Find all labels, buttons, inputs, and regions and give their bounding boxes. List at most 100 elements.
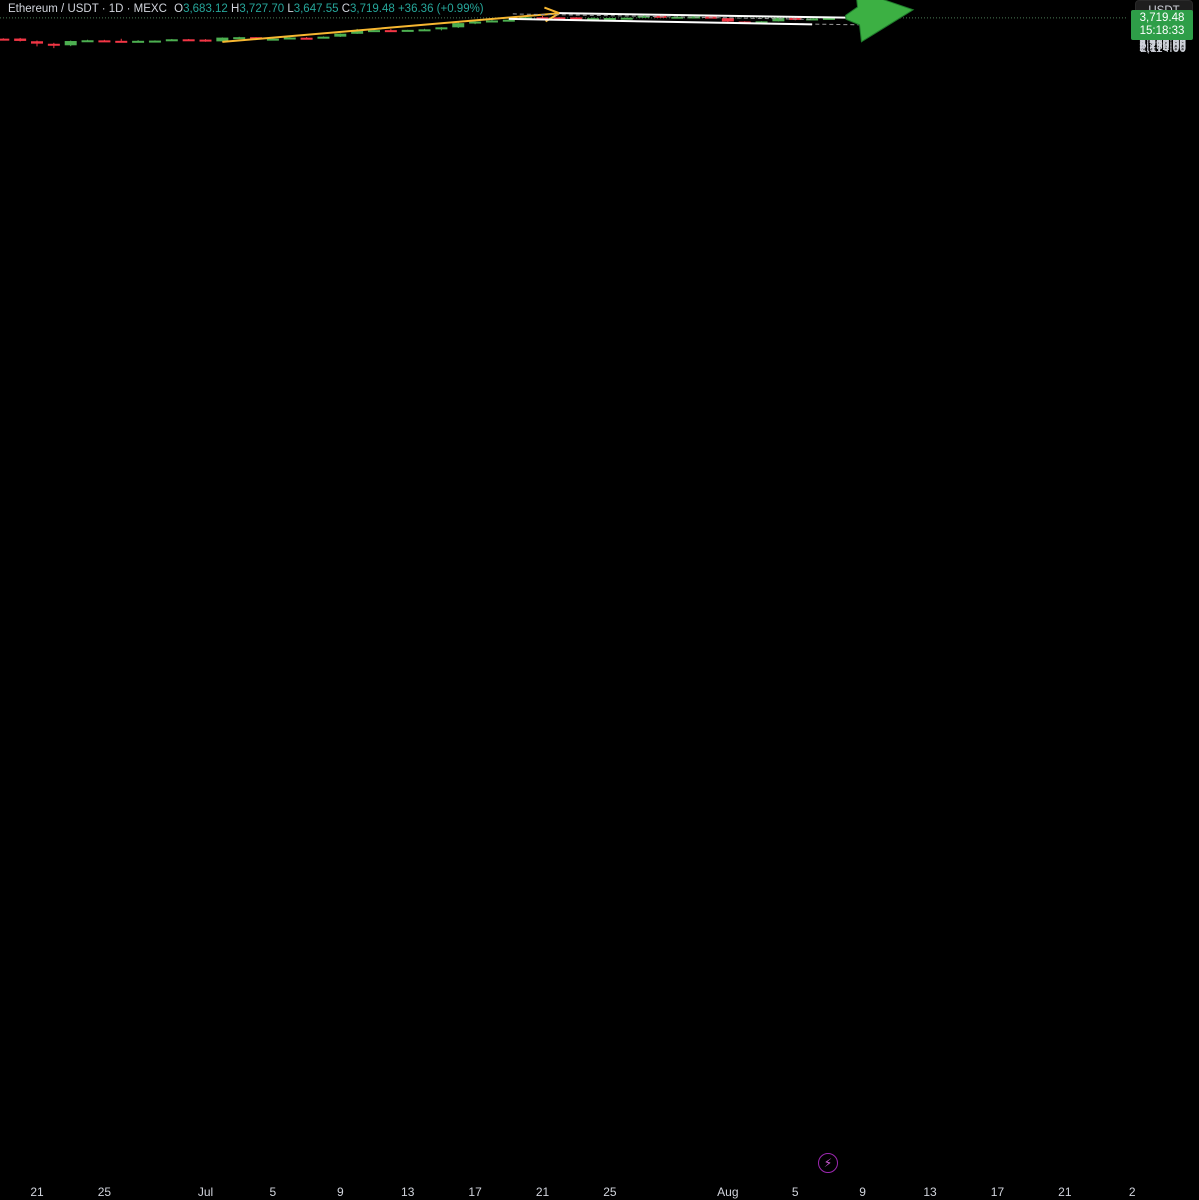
candle-body — [165, 39, 178, 42]
x-tick-label: 21 — [30, 1185, 44, 1199]
candle-body — [81, 40, 94, 43]
last-price-tag: 3,719.48 15:18:33 — [1131, 9, 1193, 40]
candle — [637, 15, 650, 18]
candle-body — [671, 16, 684, 19]
drawings — [222, 0, 915, 43]
x-tick-label: 25 — [98, 1185, 112, 1199]
candle-body — [351, 30, 364, 34]
y-tick-label: 2,170.00 — [1139, 40, 1186, 54]
candle — [806, 18, 819, 21]
x-tick-label: 25 — [603, 1185, 617, 1199]
candle — [401, 29, 414, 32]
symbol-legend: Ethereum / USDT · 1D · MEXC O3,683.12 H3… — [8, 3, 484, 15]
candle — [300, 37, 313, 40]
x-tick-label: 21 — [1058, 1185, 1072, 1199]
x-tick-label: 21 — [536, 1185, 550, 1199]
y-tick-label: 2,290.00 — [1139, 37, 1186, 51]
candle — [384, 29, 397, 33]
candle — [98, 39, 111, 43]
close-label: C — [341, 3, 350, 15]
candle-body — [98, 40, 111, 43]
open-value: 3,683.12 — [183, 3, 228, 15]
candle-body — [317, 36, 330, 39]
candle — [47, 42, 60, 49]
candle-body — [300, 37, 313, 40]
candle-body — [536, 17, 549, 20]
candle-body — [755, 21, 768, 24]
time-axis[interactable]: 21 25 Jul 5 9 13 17 21 25 Aug 5 9 13 17 21 2 — [30, 1185, 1136, 1199]
candle — [132, 40, 145, 43]
candle — [115, 38, 128, 43]
candle — [14, 37, 27, 42]
candle — [0, 38, 10, 41]
candle — [81, 39, 94, 43]
candle-body — [132, 40, 145, 43]
candle-body — [772, 17, 785, 22]
x-tick-label: 13 — [401, 1185, 415, 1199]
candle — [620, 17, 633, 20]
candle — [199, 39, 212, 42]
candle-body — [64, 41, 77, 46]
candle — [233, 36, 246, 40]
x-tick-label: 2 — [1129, 1185, 1136, 1199]
candle-body — [182, 39, 195, 42]
x-tick-label: 9 — [337, 1185, 344, 1199]
candle — [334, 33, 347, 37]
candle — [553, 17, 566, 20]
candle-body — [14, 38, 27, 41]
candle-body — [721, 18, 734, 22]
candle-body — [418, 29, 431, 32]
candle — [283, 37, 296, 40]
candle-body — [502, 19, 515, 22]
x-tick-label: Jul — [198, 1185, 213, 1199]
lightning-icon[interactable]: ⚡ — [818, 1153, 838, 1173]
candle-body — [368, 30, 380, 33]
candle-body — [31, 41, 43, 44]
candle-body — [233, 37, 246, 40]
candle-body — [587, 18, 600, 21]
candle — [435, 27, 448, 31]
candle — [165, 38, 178, 42]
x-tick-label: 17 — [468, 1185, 482, 1199]
channel-lower-line-dashed — [512, 13, 813, 20]
x-tick-label: Aug — [717, 1185, 738, 1199]
candle-body — [822, 17, 835, 20]
candle-body — [266, 38, 279, 41]
candle-body — [688, 16, 701, 19]
candle — [469, 21, 482, 25]
candle — [688, 16, 701, 19]
candle — [182, 38, 195, 42]
candle-body — [469, 21, 482, 24]
channel-lower-line — [508, 17, 813, 26]
channel-upper-line — [559, 12, 880, 20]
candle-body — [283, 37, 296, 40]
high-value: 3,727.70 — [239, 3, 285, 15]
candle-body — [199, 39, 212, 42]
open-label: O — [174, 3, 184, 15]
candle-body — [384, 30, 397, 33]
high-label: H — [231, 3, 240, 15]
last-price-value: 3,719.48 — [1139, 11, 1185, 24]
candle-body — [216, 37, 229, 42]
y-tick-label: 2,230.00 — [1139, 38, 1186, 52]
candles — [0, 14, 835, 49]
change-value: +36.36 (+0.99%) — [397, 3, 484, 15]
breakout-arrow — [845, 0, 915, 43]
candle-body — [334, 33, 347, 37]
flagpole-line — [222, 12, 560, 43]
close-value: 3,719.48 — [350, 3, 395, 15]
candle — [452, 22, 465, 28]
candle — [31, 40, 43, 47]
candle — [603, 17, 616, 20]
symbol-title: Ethereum / USDT · 1D · MEXC — [8, 3, 167, 15]
candle — [368, 29, 380, 33]
x-tick-label: 9 — [859, 1185, 866, 1199]
candle — [772, 17, 785, 22]
candle-body — [115, 40, 128, 43]
x-tick-label: 17 — [991, 1185, 1005, 1199]
candle-body — [47, 43, 60, 46]
x-tick-label: 5 — [270, 1185, 277, 1199]
candle — [148, 40, 161, 43]
candle-body — [485, 20, 498, 23]
